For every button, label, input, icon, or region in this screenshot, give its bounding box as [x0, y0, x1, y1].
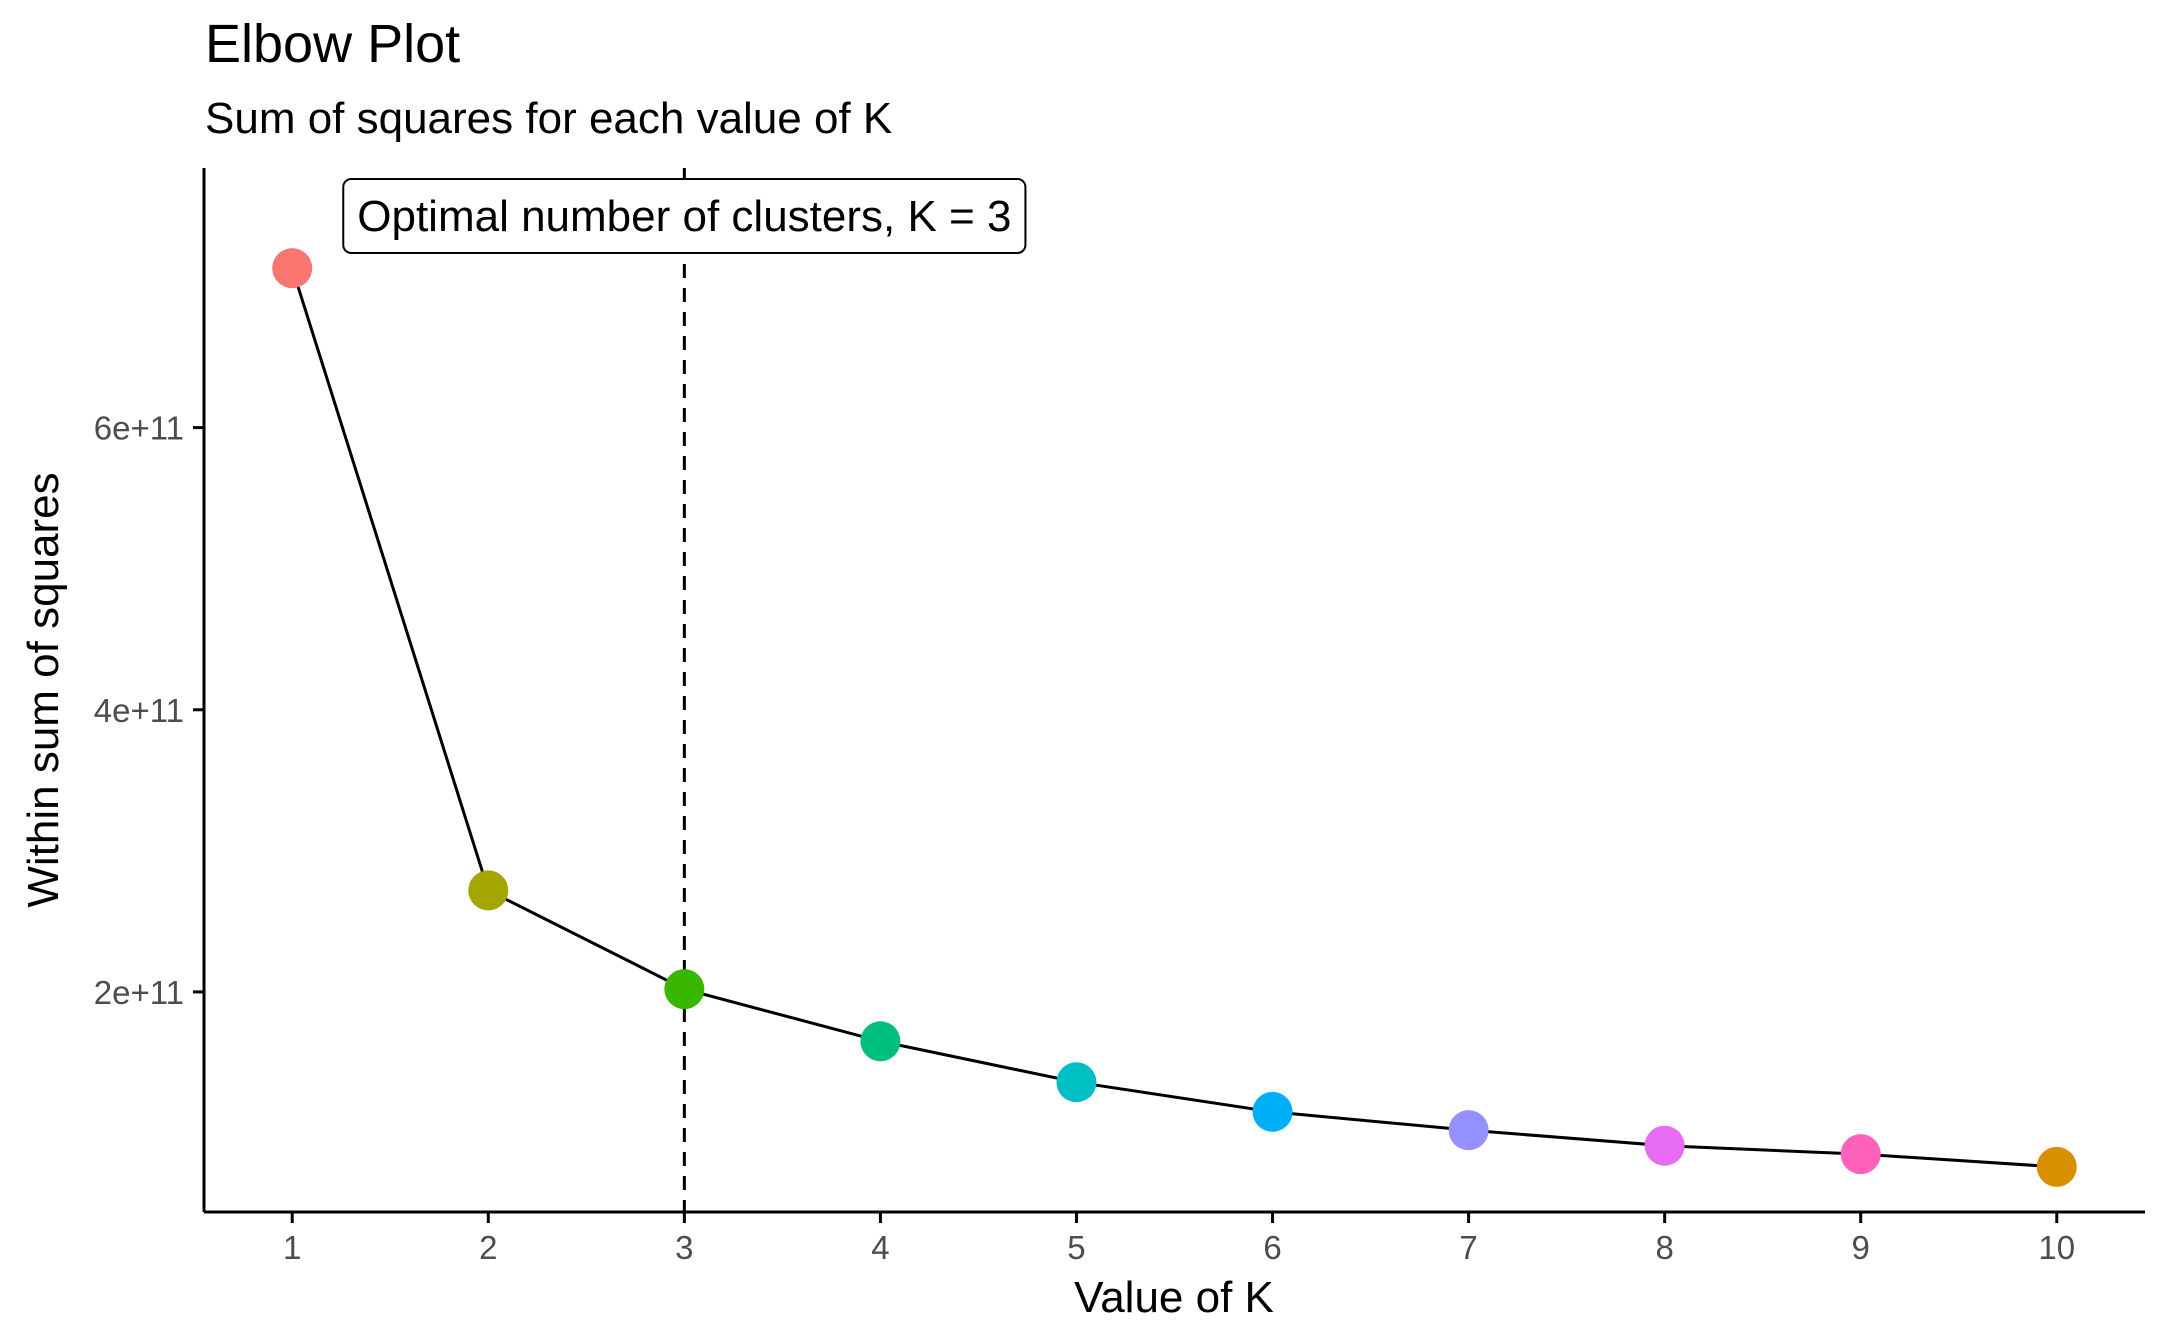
data-point [272, 248, 313, 289]
x-tick-label: 1 [283, 1229, 301, 1266]
data-point [664, 969, 705, 1010]
data-point [1644, 1125, 1685, 1166]
annotation-label: Optimal number of clusters, K = 3 [342, 177, 1027, 254]
x-tick-label: 2 [479, 1229, 497, 1266]
x-tick-label: 7 [1459, 1229, 1477, 1266]
y-tick-label: 4e+11 [94, 692, 184, 729]
data-point [2036, 1146, 2077, 1187]
y-tick-label: 2e+11 [94, 974, 184, 1011]
annotation-box [342, 177, 1027, 254]
x-tick-label: 5 [1067, 1229, 1085, 1266]
x-axis-ticks: 1 2 3 4 5 6 7 8 9 10 [283, 1212, 2075, 1266]
x-tick-label: 6 [1263, 1229, 1281, 1266]
data-point [468, 870, 509, 911]
y-axis-ticks: 2e+11 4e+11 6e+11 [94, 410, 204, 1011]
data-point [860, 1021, 901, 1062]
data-point [1056, 1062, 1097, 1103]
data-point [1252, 1091, 1293, 1132]
chart-subtitle: Sum of squares for each value of K [205, 94, 892, 143]
y-tick-label: 6e+11 [94, 410, 184, 447]
data-point [1840, 1134, 1881, 1175]
chart-title: Elbow Plot [205, 14, 460, 74]
data-point [1448, 1110, 1489, 1151]
x-tick-label: 10 [2038, 1229, 2075, 1266]
x-tick-label: 4 [871, 1229, 889, 1266]
y-axis-title: Within sum of squares [19, 472, 68, 907]
x-tick-label: 9 [1852, 1229, 1870, 1266]
x-tick-label: 8 [1655, 1229, 1673, 1266]
x-tick-label: 3 [675, 1229, 693, 1266]
series-line [290, 267, 2057, 1169]
annotation-text: Optimal number of clusters, K = 3 [357, 192, 1011, 241]
plot-area: Optimal number of clusters, K = 3 [272, 168, 2077, 1212]
x-axis-title: Value of K [1074, 1273, 1274, 1322]
